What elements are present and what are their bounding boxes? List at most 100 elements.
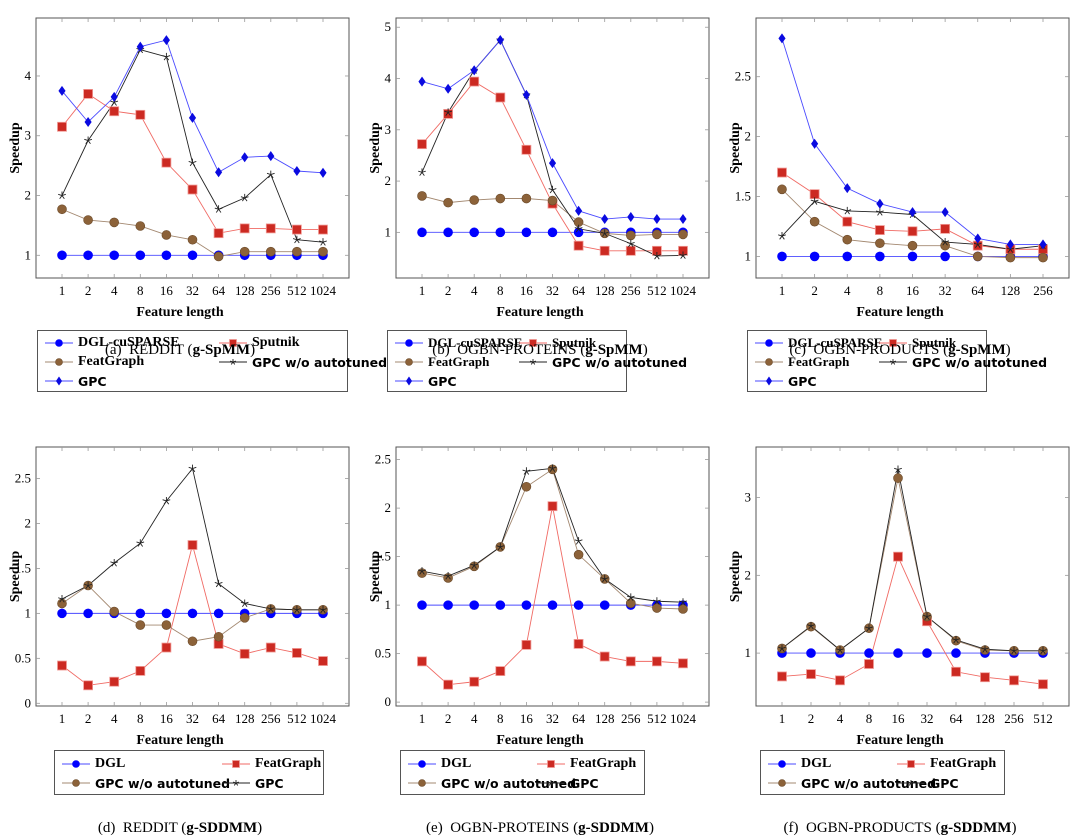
x-axis-label: Feature length <box>136 733 224 748</box>
chart-panel-e: 1 2 4 8 16 32 64 128 256 512 1024 0 0.5 1 1.5 2 2.5 Speed… <box>360 420 720 840</box>
legend-entry-featgraph: FeatGraph <box>754 353 849 371</box>
series-points-gpc-w-o-autotuned <box>418 36 687 260</box>
data-point-featgraph <box>83 680 93 691</box>
x-tick-label: 16 <box>906 283 920 298</box>
legend-swatch-sputnik <box>219 339 247 347</box>
x-tick-label: 64 <box>971 283 985 298</box>
series-lines <box>781 469 1044 685</box>
data-point-gpc <box>981 645 989 653</box>
data-point-sputnik <box>940 223 951 234</box>
chart-panel-b: 1 2 4 8 16 32 64 128 256 512 1024 1 2 3 4 5 Speedup Featu… <box>360 0 720 420</box>
legend-label: FeatGraph <box>788 354 850 369</box>
data-point-dgl-cusparse <box>495 227 506 238</box>
y-tick-label: 1.5 <box>735 189 751 204</box>
legend-swatch-gpc <box>537 780 565 786</box>
data-point-gpc-w-o-autotuned <box>600 229 609 237</box>
data-point-featgraph <box>239 648 250 659</box>
legend-swatch-sputnik <box>879 339 907 347</box>
data-point-featgraph <box>521 639 532 650</box>
legend-swatch-gpc <box>897 780 925 786</box>
data-point-gpc <box>1039 646 1047 655</box>
caption-text: (f) OGBN-PRODUCTS ( <box>783 820 941 836</box>
y-axis-label: Speedup <box>728 122 743 174</box>
data-point-featgraph <box>806 669 816 680</box>
y-axis-label: Speedup <box>728 551 743 603</box>
chart-svg-a: 1 2 4 8 16 32 64 128 256 512 1024 1 2 3 4 Speedup <box>8 17 350 298</box>
chart-panel-f: 1 2 4 8 16 32 64 128 256 512 1 2 3 Speedup Feature len… <box>720 420 1080 840</box>
series-line-gpc <box>421 39 683 220</box>
caption-text: ) <box>1005 342 1011 358</box>
data-point-dgl-cusparse <box>521 227 532 238</box>
data-point-sputnik <box>599 245 610 256</box>
legend-marker-featgraph <box>405 358 413 366</box>
y-tick-label: 2 <box>745 567 752 582</box>
data-point-featgraph <box>265 642 276 653</box>
data-point-gpc <box>1039 239 1047 250</box>
legend-marker-dgl <box>72 760 80 768</box>
series-line-gpc <box>61 39 324 174</box>
y-tick-label: 1.5 <box>375 549 391 564</box>
y-tick-label: 2.5 <box>15 470 31 485</box>
data-point-sputnik <box>83 89 93 99</box>
data-point-gpc <box>58 85 66 96</box>
caption-kernel: g-SpMM <box>948 342 1006 358</box>
caption-kernel: g-SDDMM <box>940 820 1012 836</box>
series-points-gpc <box>58 464 327 614</box>
data-point-gpc <box>522 89 530 100</box>
legend-entry-featgraph: FeatGraph <box>221 755 321 773</box>
data-point-dgl <box>417 600 427 610</box>
y-tick-label: 2.5 <box>735 69 751 84</box>
chart-panel-d: 1 2 4 8 16 32 64 128 256 512 1024 0 0.5 1 1.5 2 2.5 Speed… <box>0 420 360 840</box>
data-point-featgraph <box>651 656 662 667</box>
legend-marker-featgraph <box>232 760 240 768</box>
data-point-gpc <box>110 559 119 567</box>
chart-svg-d: 1 2 4 8 16 32 64 128 256 512 1024 0 0.5 1 1.5 2 2.5 Speed… <box>8 446 350 726</box>
legend-swatch-dgl <box>408 760 436 768</box>
y-tick-label: 0 <box>25 695 32 710</box>
x-tick-label: 4 <box>111 711 118 726</box>
data-point-featgraph <box>161 230 172 240</box>
caption-text: (b) OGBN-PROTEINS ( <box>432 342 586 358</box>
legend-label: GPC <box>428 373 457 389</box>
data-point-gpc-w-o-autotuned <box>941 238 950 246</box>
series-line-gpc-w-o-autotuned <box>61 49 324 243</box>
y-tick-label: 2 <box>385 173 392 188</box>
legend-entry-featgraph: FeatGraph <box>44 353 144 371</box>
legend-entry-dgl-cusparse: DGL-cuSPARSE <box>44 334 180 352</box>
data-point-gpc-w-o-autotuned <box>109 606 119 617</box>
data-point-gpc-w-o-autotuned <box>57 598 67 609</box>
legend-marker-dgl-cusparse <box>765 339 773 347</box>
x-tick-label: 64 <box>572 711 586 726</box>
data-point-featgraph <box>864 659 874 669</box>
caption-kernel: g-SDDMM <box>186 820 258 836</box>
legend-label: GPC w/o autotuned <box>552 354 688 370</box>
x-tick-label: 64 <box>572 283 586 298</box>
legend-entry-gpc-w-o-autotuned: GPC w/o autotuned <box>218 353 387 371</box>
data-point-featgraph <box>417 191 427 201</box>
y-axis-label: Speedup <box>368 551 383 603</box>
legend-label: FeatGraph <box>930 756 997 771</box>
x-tick-label: 512 <box>647 711 667 726</box>
series-line-gpc-w-o-autotuned <box>781 478 1043 652</box>
data-point-gpc <box>215 167 223 178</box>
data-point-gpc-w-o-autotuned <box>574 224 583 233</box>
legend-marker-featgraph <box>55 358 63 366</box>
legend-marker-gpc-w-o-autotuned <box>890 359 896 365</box>
legend-label: FeatGraph <box>570 756 637 771</box>
series-markers <box>777 33 1048 263</box>
data-point-gpc-w-o-autotuned <box>625 598 636 608</box>
data-point-dgl <box>806 648 816 658</box>
legend-label: GPC <box>788 373 817 389</box>
legend: DGL FeatGraph GPC w/o autotuned GPC <box>400 750 645 795</box>
data-point-gpc-w-o-autotuned <box>778 232 786 240</box>
data-point-sputnik <box>161 157 172 168</box>
y-tick-label: 1.5 <box>15 560 31 575</box>
data-point-gpc <box>136 539 145 547</box>
data-point-featgraph <box>1005 252 1016 263</box>
data-point-featgraph <box>292 246 302 257</box>
data-point-gpc <box>496 542 505 551</box>
plot-frame <box>395 446 710 707</box>
data-point-gpc <box>470 561 479 569</box>
figure-caption-e: (e) OGBN-PROTEINS (g-SDDMM) <box>360 820 720 837</box>
x-tick-label: 64 <box>212 283 226 298</box>
